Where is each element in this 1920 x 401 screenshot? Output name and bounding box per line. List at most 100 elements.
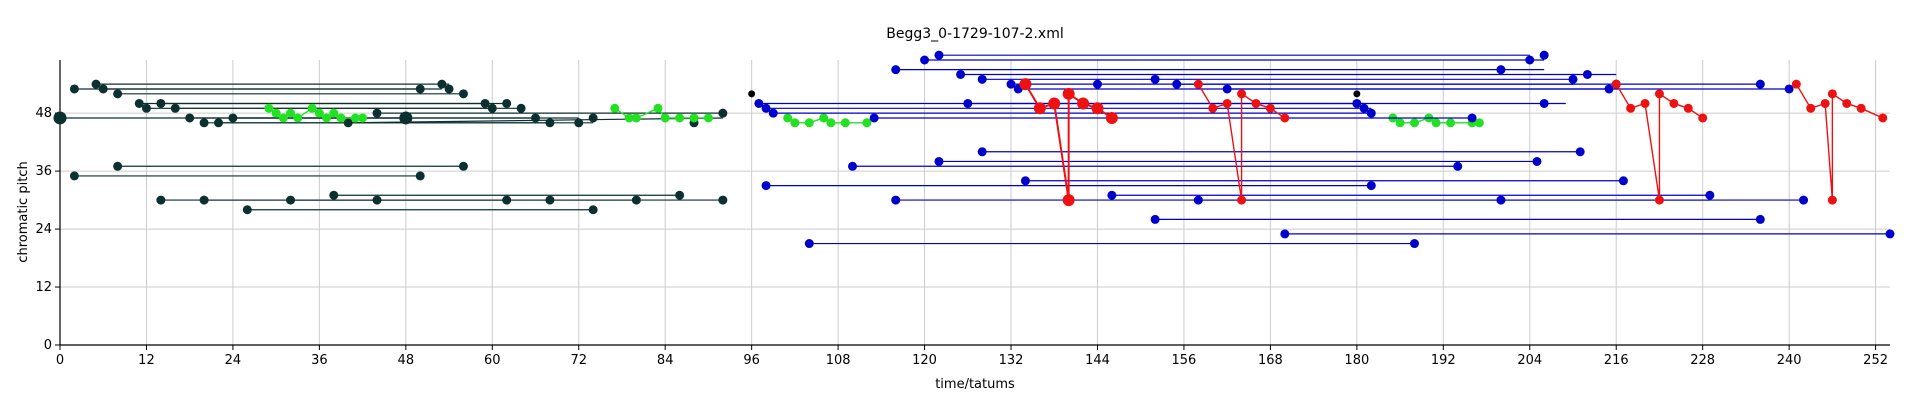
note-point bbox=[516, 103, 526, 113]
note-point bbox=[1654, 89, 1664, 99]
y-tick-label: 12 bbox=[35, 280, 52, 295]
note-point bbox=[502, 98, 512, 108]
note-point bbox=[113, 161, 123, 171]
note-point bbox=[588, 205, 598, 215]
x-tick-label: 24 bbox=[225, 353, 242, 368]
note-point bbox=[718, 195, 728, 205]
note-point bbox=[185, 113, 195, 123]
note-point bbox=[358, 113, 368, 123]
chart-title: Begg3_0-1729-107-2.xml bbox=[886, 26, 1063, 42]
note-point bbox=[1827, 89, 1837, 99]
note-point bbox=[1280, 229, 1290, 239]
note-point bbox=[156, 195, 166, 205]
melody-line bbox=[1795, 83, 1884, 201]
y-axis-label: chromatic pitch bbox=[16, 161, 31, 262]
note-point bbox=[869, 113, 879, 123]
note-point bbox=[69, 84, 79, 94]
note-point bbox=[214, 118, 224, 128]
note-point bbox=[1105, 111, 1118, 124]
note-point bbox=[199, 195, 209, 205]
note-point bbox=[718, 108, 728, 118]
x-tick-label: 252 bbox=[1863, 353, 1888, 368]
note-point bbox=[826, 118, 836, 128]
note-point-large bbox=[399, 111, 413, 125]
note-point bbox=[350, 113, 360, 123]
note-point bbox=[91, 79, 101, 89]
x-tick-label: 0 bbox=[56, 353, 64, 368]
note-point bbox=[804, 239, 814, 249]
note-point bbox=[675, 190, 685, 200]
note-point bbox=[141, 103, 151, 113]
note-point bbox=[1265, 103, 1275, 113]
note-point bbox=[1222, 98, 1232, 108]
note-point bbox=[343, 118, 353, 128]
x-tick-label: 168 bbox=[1258, 353, 1283, 368]
note-point bbox=[748, 90, 756, 98]
note-point bbox=[1705, 190, 1715, 200]
note-point bbox=[480, 98, 490, 108]
note-point bbox=[675, 113, 685, 123]
note-point bbox=[1193, 79, 1203, 89]
note-point bbox=[1496, 195, 1506, 205]
note-point bbox=[761, 103, 771, 113]
melody-line bbox=[1024, 83, 1113, 201]
note-point bbox=[286, 108, 296, 118]
note-point bbox=[1409, 118, 1419, 128]
x-tick-label: 48 bbox=[398, 353, 415, 368]
note-point bbox=[1539, 98, 1549, 108]
note-point bbox=[228, 113, 238, 123]
note-point bbox=[1755, 214, 1765, 224]
note-point bbox=[1618, 176, 1628, 186]
note-point bbox=[1208, 103, 1218, 113]
note-point bbox=[113, 89, 123, 99]
note-point bbox=[1827, 195, 1837, 205]
x-tick-label: 84 bbox=[657, 353, 674, 368]
note-point bbox=[1784, 84, 1794, 94]
note-point bbox=[783, 113, 793, 123]
note-point bbox=[1568, 74, 1578, 84]
axes: 0 12 24 36 48 60 72 84 96 108 120 132 144 156 168 180 19… bbox=[35, 60, 1890, 368]
note-point bbox=[1222, 84, 1232, 94]
note-point bbox=[1820, 98, 1830, 108]
note-point bbox=[1885, 229, 1895, 239]
note-point bbox=[437, 79, 447, 89]
series-layer bbox=[53, 50, 1895, 249]
note-point bbox=[840, 118, 850, 128]
x-tick-label: 72 bbox=[570, 353, 587, 368]
note-point bbox=[1062, 87, 1075, 100]
note-point bbox=[588, 113, 598, 123]
note-point bbox=[963, 98, 973, 108]
y-tick-label: 0 bbox=[44, 338, 52, 353]
note-point bbox=[458, 89, 468, 99]
note-point bbox=[977, 147, 987, 157]
note-point bbox=[1366, 108, 1376, 118]
note-point bbox=[1525, 55, 1535, 65]
x-tick-label: 120 bbox=[912, 353, 937, 368]
note-point bbox=[1033, 102, 1046, 115]
note-point bbox=[956, 69, 966, 79]
note-point bbox=[1842, 98, 1852, 108]
note-point bbox=[1020, 176, 1030, 186]
note-point bbox=[372, 195, 382, 205]
note-point bbox=[1353, 90, 1361, 98]
note-point bbox=[891, 195, 901, 205]
note-point bbox=[1092, 79, 1102, 89]
note-point bbox=[610, 103, 620, 113]
y-tick-label: 48 bbox=[35, 106, 52, 121]
note-point bbox=[1604, 84, 1614, 94]
note-point bbox=[1150, 214, 1160, 224]
note-point bbox=[1640, 98, 1650, 108]
note-point bbox=[458, 161, 468, 171]
note-point bbox=[1474, 118, 1484, 128]
x-tick-label: 180 bbox=[1344, 353, 1369, 368]
note-point bbox=[1006, 79, 1016, 89]
note-point bbox=[307, 103, 317, 113]
note-point bbox=[444, 84, 454, 94]
note-point bbox=[1359, 103, 1369, 113]
note-point bbox=[1107, 190, 1117, 200]
note-point bbox=[1611, 79, 1621, 89]
note-point bbox=[1878, 113, 1888, 123]
note-point-large bbox=[53, 111, 67, 125]
note-point bbox=[689, 113, 699, 123]
note-point bbox=[415, 171, 425, 181]
